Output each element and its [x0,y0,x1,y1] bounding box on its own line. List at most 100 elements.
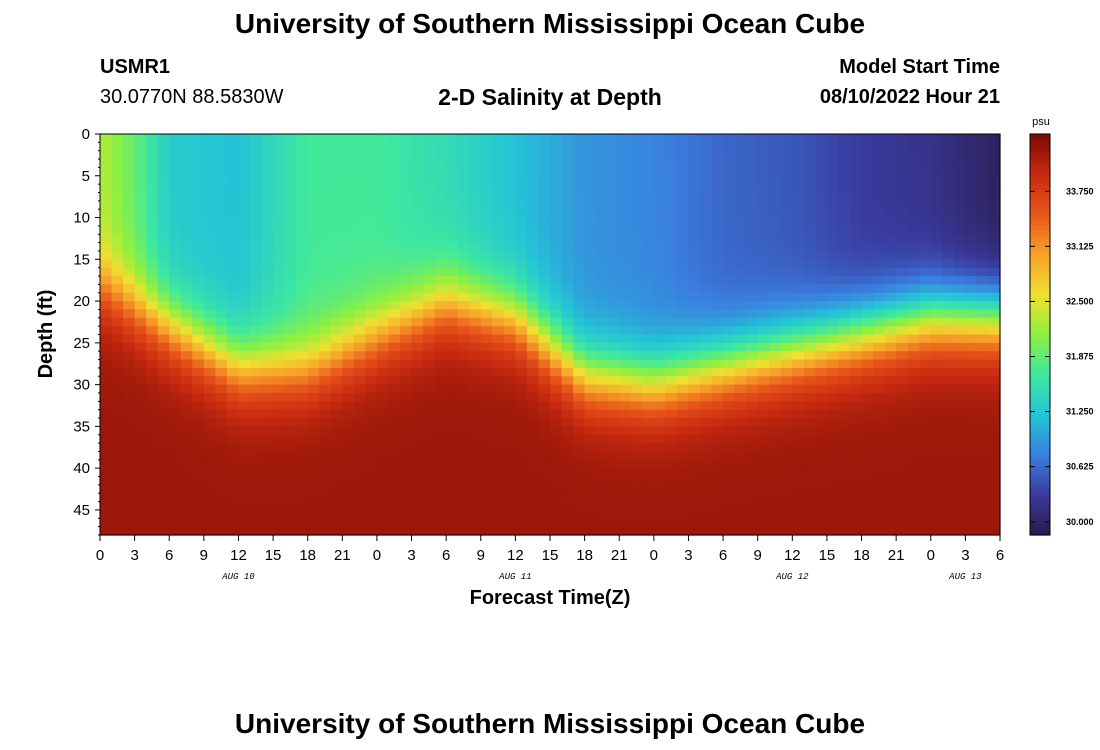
heatmap-cell [515,276,528,285]
heatmap-cell [965,476,978,486]
heatmap-cell [238,326,251,336]
heatmap-cell [319,392,332,402]
heatmap-cell [988,284,1001,294]
heatmap-cell [838,351,851,361]
heatmap-cell [746,326,759,336]
heatmap-cell [250,242,263,252]
heatmap-cell [111,443,124,453]
heatmap-cell [515,167,528,177]
heatmap-cell [388,225,401,235]
heatmap-cell [503,134,516,143]
y-tick-label: 15 [73,251,90,268]
y-tick-label: 10 [73,210,90,227]
heatmap-cell [307,334,320,344]
heatmap-cell [550,200,563,210]
heatmap-cell [850,351,863,361]
heatmap-cell [757,526,770,536]
heatmap-cell [203,159,216,169]
heatmap-cell [273,209,286,219]
heatmap-cell [342,459,355,469]
heatmap-cell [169,276,182,285]
heatmap-cell [469,301,482,311]
colorbar-segment [1030,462,1050,468]
colorbar-segment [1030,514,1050,520]
heatmap-cell [111,200,124,210]
heatmap-cell [457,326,470,336]
heatmap-cell [619,242,632,252]
heatmap-cell [319,484,332,494]
heatmap-cell [134,501,147,511]
heatmap-cell [884,309,897,319]
heatmap-cell [838,276,851,285]
heatmap-cell [815,217,828,227]
heatmap-cell [896,418,909,427]
heatmap-cell [976,267,990,277]
heatmap-cell [134,267,147,277]
heatmap-cell [723,434,736,444]
heatmap-cell [446,267,459,277]
heatmap-cell [884,443,897,453]
heatmap-cell [353,217,366,227]
heatmap-cell [215,443,228,453]
heatmap-cell [146,359,159,369]
heatmap-cell [769,317,782,327]
heatmap-cell [515,459,528,469]
heatmap-cell [711,392,724,402]
heatmap-cell [665,401,678,411]
heatmap-cell [873,250,886,260]
heatmap-cell [942,401,955,411]
heatmap-cell [111,301,124,311]
heatmap-cell [469,359,482,369]
heatmap-cell [330,409,343,419]
heatmap-cell [850,334,863,344]
heatmap-cell [596,209,609,219]
heatmap-cell [919,367,932,377]
heatmap-cell [157,418,170,427]
heatmap-cell [780,418,793,427]
heatmap-cell [250,484,263,494]
date-label: AUG 13 [948,572,982,582]
heatmap-cell [457,234,470,244]
heatmap-cell [607,501,620,511]
heatmap-cell [261,434,274,444]
heatmap-cell [353,317,366,327]
heatmap-cell [757,459,770,469]
heatmap-cell [284,175,297,185]
heatmap-cell [503,526,516,536]
heatmap-cell [630,376,643,386]
heatmap-cell [365,175,378,185]
heatmap-cell [665,159,678,169]
heatmap-cell [296,276,309,285]
heatmap-cell [838,309,851,319]
heatmap-cell [676,334,690,344]
heatmap-cell [757,267,770,277]
heatmap-cell [180,175,193,185]
heatmap-cell [169,267,182,277]
heatmap-cell [261,526,274,536]
heatmap-cell [284,443,297,453]
heatmap-cell [792,175,805,185]
heatmap-cell [607,259,620,269]
heatmap-cell [157,250,170,260]
heatmap-cell [250,234,263,244]
heatmap-cell [619,334,632,344]
heatmap-cell [526,509,540,519]
heatmap-cell [457,459,470,469]
heatmap-cell [469,367,482,377]
heatmap-cell [884,409,897,419]
heatmap-cell [203,317,216,327]
heatmap-cell [815,359,828,369]
heatmap-cell [515,334,528,344]
heatmap-cell [688,401,701,411]
heatmap-cell [457,150,470,160]
heatmap-cell [492,334,505,344]
heatmap-cell [261,225,274,235]
heatmap-cell [815,142,828,152]
heatmap-cell [976,334,990,344]
heatmap-cell [123,451,136,461]
heatmap-cell [665,434,678,444]
heatmap-cell [769,351,782,361]
heatmap-cell [665,443,678,453]
heatmap-cell [757,209,770,219]
heatmap-cell [815,317,828,327]
